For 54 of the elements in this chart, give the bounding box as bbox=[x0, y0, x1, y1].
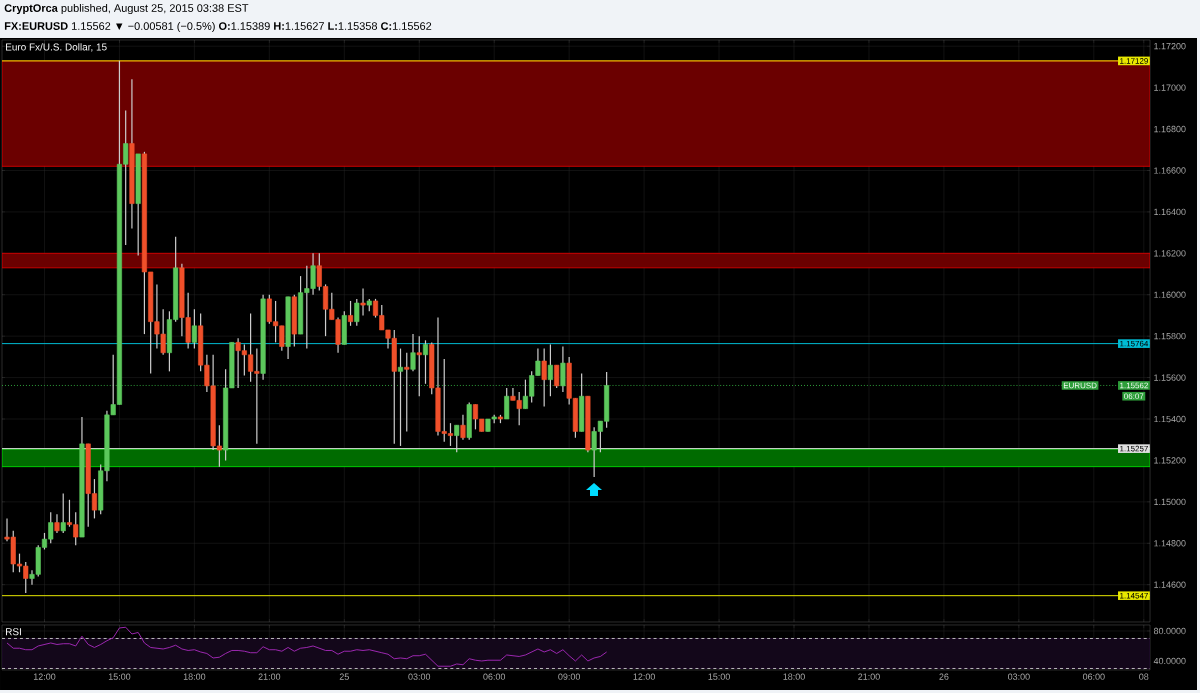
text: CryptOrca published, August 25, 2015 03:38 EST bbox=[4, 3, 249, 15]
x-tick-label: 08 bbox=[1139, 673, 1149, 680]
candlestick bbox=[360, 287, 366, 317]
y-tick-label: 80.0000 bbox=[1153, 627, 1186, 635]
candlestick bbox=[404, 352, 410, 433]
candlestick bbox=[416, 335, 422, 397]
y-tick-label: 40.0000 bbox=[1153, 657, 1186, 665]
x-tick-label: 21:00 bbox=[258, 673, 281, 680]
y-tick-label: 1.16400 bbox=[1154, 208, 1186, 216]
y-tick-label: 1.16000 bbox=[1154, 291, 1186, 298]
y-tick-label: 1.16600 bbox=[1154, 167, 1186, 174]
y-tick-label: 1.16800 bbox=[1154, 125, 1186, 133]
candlestick bbox=[397, 347, 404, 447]
candlestick bbox=[460, 414, 466, 441]
candlestick bbox=[191, 308, 197, 350]
candlestick bbox=[54, 513, 60, 534]
candlestick bbox=[560, 345, 566, 393]
x-tick-label: 12:00 bbox=[633, 673, 655, 680]
x-tick-label: 21:00 bbox=[858, 673, 880, 680]
x-tick-label: 25 bbox=[339, 673, 349, 680]
text: FX:EURUSD 1.15562 ▼ −0.00581 (−0.5%) O:1.15389 H:1.15627 L:1.15358 C:1.15562 bbox=[4, 21, 432, 33]
x-tick-label: 03:00 bbox=[1007, 673, 1030, 680]
candlestick bbox=[504, 387, 510, 420]
candlestick bbox=[410, 333, 416, 372]
chart-title: Euro Fx/U.S. Dollar, 15 bbox=[6, 43, 107, 52]
candlestick bbox=[454, 424, 460, 453]
x-tick-label: 18:00 bbox=[783, 673, 805, 680]
candlestick bbox=[541, 347, 547, 408]
y-tick-label: 1.15200 bbox=[1154, 457, 1186, 464]
x-tick-label: 03:00 bbox=[408, 673, 431, 680]
candlestick bbox=[547, 343, 553, 397]
y-tick-label: 1.17000 bbox=[1154, 84, 1186, 91]
y-tick-label: 1.14600 bbox=[1154, 581, 1186, 588]
x-tick-label: 06:00 bbox=[483, 673, 506, 680]
x-tick-label: 15:00 bbox=[108, 673, 131, 680]
y-tick-label: 1.15400 bbox=[1154, 415, 1186, 423]
x-tick-label: 15:00 bbox=[708, 673, 730, 680]
x-tick-label: 09:00 bbox=[558, 673, 581, 680]
chart-title: RSI bbox=[6, 628, 21, 636]
candlestick bbox=[347, 300, 354, 327]
candlestick bbox=[554, 364, 560, 389]
candlestick bbox=[60, 492, 66, 534]
x-tick-label: 06:00 bbox=[1082, 673, 1105, 680]
y-tick-label: 1.14800 bbox=[1154, 540, 1186, 547]
y-tick-label: 1.15800 bbox=[1154, 332, 1186, 340]
candlestick bbox=[422, 339, 429, 385]
y-tick-label: 1.15000 bbox=[1154, 498, 1186, 506]
x-tick-label: 12:00 bbox=[33, 673, 56, 680]
candlestick bbox=[354, 298, 360, 327]
x-tick-label: 26 bbox=[939, 673, 949, 680]
y-tick-label: 1.16200 bbox=[1154, 250, 1186, 257]
y-tick-label: 1.15600 bbox=[1154, 374, 1186, 381]
y-tick-label: 1.17200 bbox=[1154, 43, 1186, 50]
x-tick-label: 18:00 bbox=[183, 673, 206, 680]
